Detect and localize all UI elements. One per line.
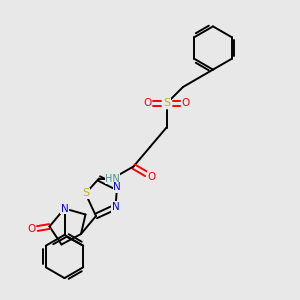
Text: O: O xyxy=(27,224,36,235)
Text: O: O xyxy=(182,98,190,109)
Text: S: S xyxy=(163,98,170,109)
Text: O: O xyxy=(143,98,151,109)
Text: N: N xyxy=(112,202,119,212)
Text: HN: HN xyxy=(105,173,120,184)
Text: S: S xyxy=(82,188,89,199)
Text: N: N xyxy=(113,182,121,193)
Text: N: N xyxy=(61,203,68,214)
Text: O: O xyxy=(147,172,156,182)
